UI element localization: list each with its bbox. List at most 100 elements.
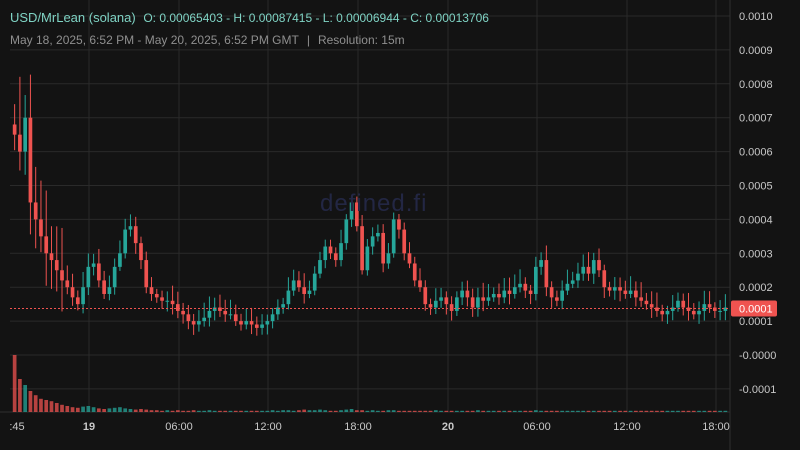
candle-body	[697, 310, 701, 315]
volume-bar	[381, 410, 386, 412]
candle-body	[465, 290, 470, 298]
candle-body	[360, 226, 364, 271]
candle-body	[312, 273, 317, 291]
volume-bar	[365, 410, 370, 412]
volume-bar	[81, 406, 85, 412]
volume-bar	[286, 410, 291, 412]
volume-bar	[718, 410, 722, 412]
y-tick-label: 0.0010	[739, 11, 773, 23]
candle-body	[623, 290, 628, 294]
candle-body	[533, 266, 538, 294]
volume-bar	[691, 410, 696, 412]
candle-body	[660, 310, 665, 315]
candle-body	[291, 280, 296, 291]
volume-bar	[270, 410, 275, 412]
y-tick-label: 0.0006	[739, 147, 773, 159]
volume-bar	[186, 410, 191, 412]
volume-bar	[433, 410, 438, 412]
volume-bar	[75, 407, 80, 412]
volume-bar	[412, 410, 417, 412]
candle-body	[107, 287, 112, 294]
volume-bar	[723, 410, 728, 412]
candle-body	[449, 304, 454, 311]
candle-body	[460, 290, 464, 298]
candle-body	[407, 253, 412, 264]
volume-bar	[502, 410, 507, 412]
candle-body	[702, 304, 707, 311]
volume-bar	[455, 410, 459, 412]
volume-bar	[591, 410, 596, 412]
y-tick-label: 0.0008	[739, 79, 773, 91]
volume-bar	[39, 398, 43, 412]
volume-bar	[407, 410, 412, 412]
candle-body	[518, 283, 522, 288]
volume-bar	[376, 410, 380, 412]
volume-bar	[544, 410, 549, 412]
candle-body	[186, 314, 191, 322]
candle-body	[302, 287, 307, 294]
candle-body	[486, 297, 491, 301]
volume-bar	[281, 410, 285, 412]
volume-bar	[202, 410, 207, 412]
candle-body	[112, 266, 117, 288]
candle-body	[218, 307, 222, 311]
candle-body	[676, 300, 680, 308]
candle-body	[39, 219, 43, 237]
volume-bar	[702, 410, 707, 412]
candle-body	[423, 287, 428, 305]
volume-bar	[660, 410, 665, 412]
candle-body	[665, 310, 670, 315]
volume-bar	[686, 410, 691, 412]
candle-body	[412, 263, 417, 281]
candle-body	[444, 297, 449, 305]
candle-body	[649, 304, 654, 308]
y-tick-label: -0.0000	[739, 350, 776, 362]
volume-bar	[354, 410, 359, 412]
volume-bar	[533, 410, 538, 412]
y-tick-label: 0.0004	[739, 214, 773, 226]
candle-body	[270, 314, 275, 322]
volume-bar	[23, 385, 28, 412]
volume-bar	[112, 407, 117, 412]
candle-body	[181, 310, 185, 315]
volume-bar	[391, 410, 396, 412]
volume-bar	[165, 410, 170, 412]
volume-bar	[555, 410, 559, 412]
volume-bar	[323, 410, 328, 412]
candle-body	[139, 243, 143, 261]
volume-bar	[128, 409, 133, 412]
volume-bar	[175, 410, 180, 412]
volume-bar	[181, 410, 185, 412]
candle-body	[507, 290, 512, 294]
volume-bar	[349, 409, 354, 412]
candle-body	[560, 290, 565, 301]
volume-bar	[444, 410, 449, 412]
candle-body	[555, 297, 559, 301]
chart-header: USD/MrLean (solana) O: 0.00065403 - H: 0…	[10, 10, 489, 25]
candle-body	[707, 304, 712, 308]
volume-bar	[54, 403, 59, 412]
y-tick-label: 0.0009	[739, 45, 773, 57]
volume-bar	[291, 410, 296, 412]
candle-body	[160, 297, 164, 301]
x-tick-label: 12:00	[254, 421, 282, 433]
volume-bar	[491, 410, 496, 412]
volume-bar	[70, 407, 75, 412]
volume-bar	[254, 410, 259, 412]
volume-bar	[265, 410, 270, 412]
candle-body	[476, 297, 480, 308]
volume-bar	[512, 410, 517, 412]
symbol-label[interactable]: USD/MrLean (solana)	[10, 10, 136, 25]
volume-bar	[302, 409, 307, 412]
volume-bar	[139, 409, 143, 412]
volume-bar	[612, 410, 617, 412]
candle-body	[570, 280, 575, 284]
candle-body	[376, 232, 380, 237]
volume-bar	[28, 391, 33, 412]
candle-body	[339, 243, 343, 261]
volume-bar	[497, 410, 501, 412]
candle-body	[391, 219, 396, 254]
resolution-label[interactable]: Resolution: 15m	[317, 33, 405, 47]
volume-bar	[712, 410, 717, 412]
